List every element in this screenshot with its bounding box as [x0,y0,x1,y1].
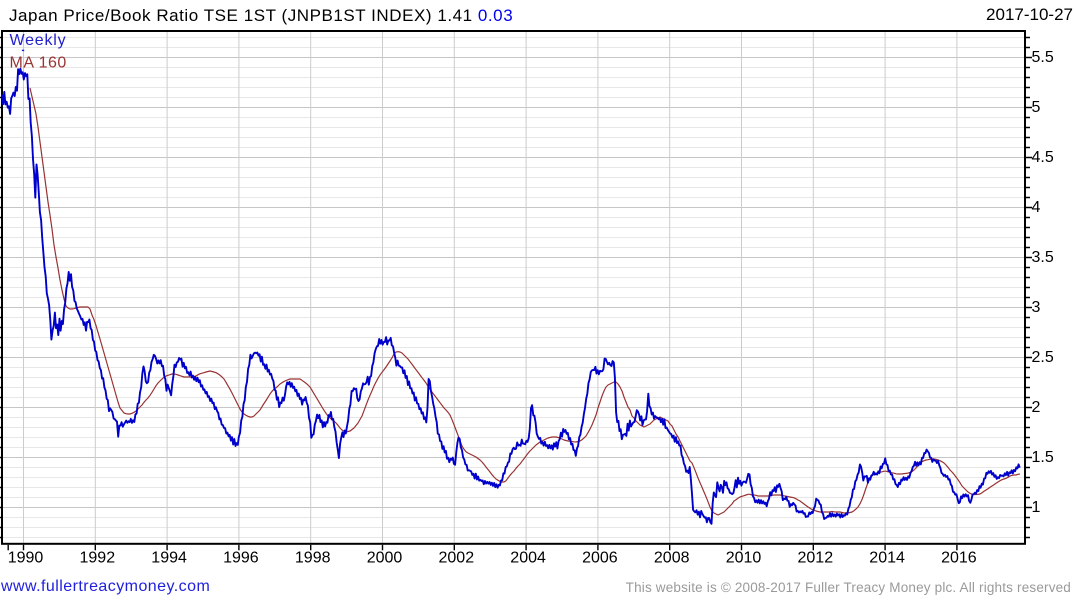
svg-text:2006: 2006 [582,550,618,567]
svg-text:1992: 1992 [80,550,116,567]
svg-text:2014: 2014 [869,550,905,567]
svg-text:2: 2 [1032,399,1041,416]
svg-text:1996: 1996 [223,550,259,567]
svg-text:2008: 2008 [654,550,690,567]
svg-text:4.5: 4.5 [1032,149,1054,166]
svg-text:5.5: 5.5 [1032,49,1054,66]
svg-text:2002: 2002 [439,550,475,567]
svg-text:5: 5 [1032,99,1041,116]
svg-text:3: 3 [1032,299,1041,316]
svg-text:Weekly: Weekly [10,32,67,49]
svg-text:1.5: 1.5 [1032,449,1054,466]
svg-text:4: 4 [1032,199,1041,216]
svg-text:MA 160: MA 160 [10,55,67,72]
svg-text:2000: 2000 [367,550,403,567]
svg-text:2.5: 2.5 [1032,349,1054,366]
svg-text:2016: 2016 [941,550,977,567]
svg-text:1: 1 [1032,499,1041,516]
svg-text:3.5: 3.5 [1032,249,1054,266]
svg-text:1990: 1990 [8,550,44,567]
svg-text:1994: 1994 [151,550,187,567]
svg-text:2012: 2012 [798,550,834,567]
svg-text:2004: 2004 [510,550,546,567]
svg-text:1998: 1998 [295,550,331,567]
svg-text:2010: 2010 [726,550,762,567]
